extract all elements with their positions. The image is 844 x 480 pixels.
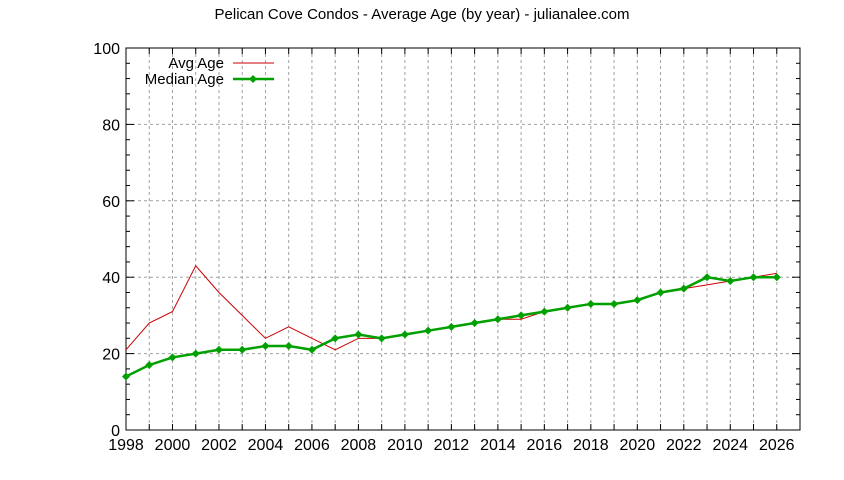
data-point-marker — [493, 315, 502, 324]
data-point-marker — [749, 273, 758, 282]
x-tick-label: 2000 — [155, 437, 191, 454]
data-point-marker — [610, 299, 619, 308]
data-point-marker — [400, 330, 409, 339]
data-point-marker — [447, 322, 456, 331]
data-point-marker — [726, 277, 735, 286]
x-tick-label: 2026 — [759, 437, 795, 454]
data-point-marker — [377, 334, 386, 343]
legend-label: Median Age — [145, 71, 224, 88]
x-tick-label: 2014 — [480, 437, 516, 454]
data-point-marker — [307, 345, 316, 354]
x-tick-label: 2002 — [201, 437, 237, 454]
data-point-marker — [145, 361, 154, 370]
y-tick-label: 100 — [93, 41, 120, 58]
data-point-marker — [238, 345, 247, 354]
y-tick-label: 20 — [102, 347, 120, 364]
data-point-marker — [214, 345, 223, 354]
x-tick-label: 1998 — [108, 437, 144, 454]
data-point-marker — [331, 334, 340, 343]
x-tick-label: 2020 — [620, 437, 656, 454]
x-tick-label: 2018 — [573, 437, 609, 454]
data-point-marker — [424, 326, 433, 335]
data-point-marker — [191, 349, 200, 358]
x-tick-label: 2004 — [248, 437, 284, 454]
data-point-marker — [261, 341, 270, 350]
y-tick-label: 40 — [102, 270, 120, 287]
x-tick-label: 2016 — [527, 437, 563, 454]
y-tick-label: 0 — [111, 423, 120, 440]
x-tick-label: 2012 — [434, 437, 470, 454]
data-point-marker — [517, 311, 526, 320]
data-series — [122, 264, 781, 381]
x-tick-label: 2022 — [666, 437, 702, 454]
x-tick-label: 2006 — [294, 437, 330, 454]
data-point-marker — [540, 307, 549, 316]
data-point-marker — [656, 288, 665, 297]
y-tick-label: 60 — [102, 194, 120, 211]
grid-lines — [126, 48, 800, 430]
data-point-marker — [563, 303, 572, 312]
data-point-marker — [470, 319, 479, 328]
axes: 0 20 40 60 80 100 1998 2000 2002 2004 2006 2008 2010… — [93, 41, 801, 454]
data-point-marker — [284, 341, 293, 350]
x-tick-label: 2010 — [387, 437, 423, 454]
chart-title: Pelican Cove Condos - Average Age (by ye… — [215, 6, 630, 23]
data-point-marker — [586, 299, 595, 308]
data-point-marker — [772, 273, 781, 282]
data-point-marker — [168, 353, 177, 362]
data-point-marker — [122, 372, 130, 381]
x-tick-label: 2024 — [712, 437, 748, 454]
x-tick-label: 2008 — [341, 437, 377, 454]
data-point-marker — [679, 284, 688, 293]
y-tick-label: 80 — [102, 117, 120, 134]
data-point-marker — [354, 330, 363, 339]
legend-label: Avg Age — [168, 55, 224, 72]
data-point-marker — [703, 273, 712, 282]
data-point-marker — [633, 296, 642, 305]
